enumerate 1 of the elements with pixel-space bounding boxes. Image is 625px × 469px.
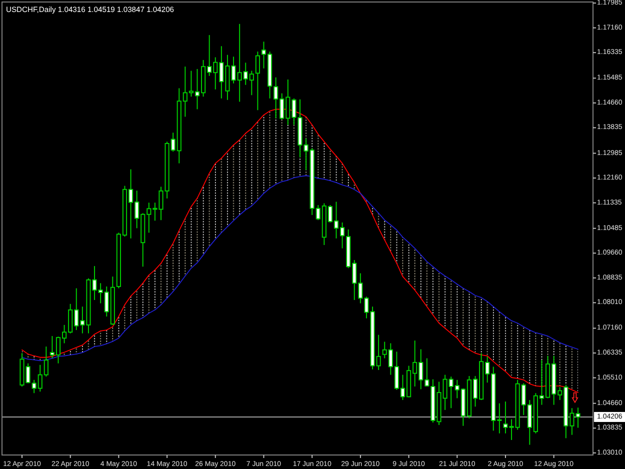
candlestick	[255, 51, 260, 111]
